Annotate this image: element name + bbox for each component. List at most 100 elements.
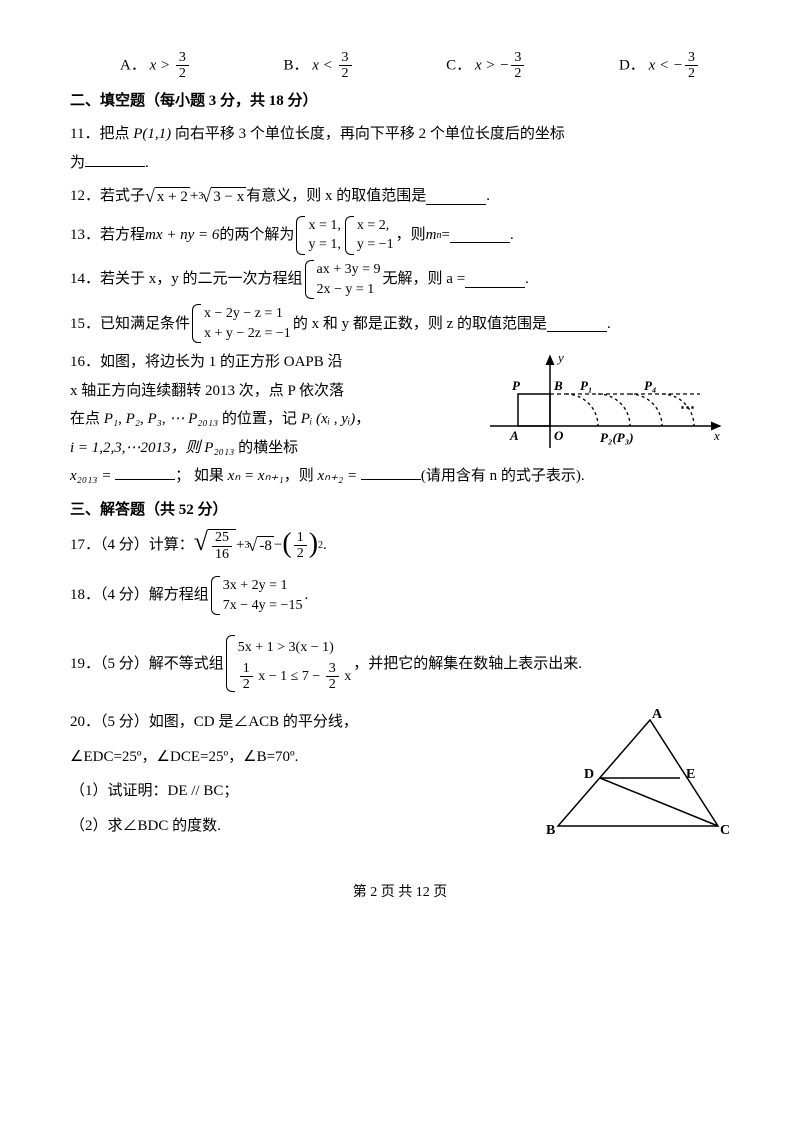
choice-d-label: D． xyxy=(619,57,645,73)
q17-end: . xyxy=(323,531,327,560)
fig16-B: B xyxy=(553,378,563,393)
q13-sol1: x = 1,y = 1, xyxy=(296,216,340,255)
q18-pre: 18．（4 分）解方程组 xyxy=(70,581,209,610)
choice-d-frac: 32 xyxy=(685,50,698,82)
choice-a-frac: 32 xyxy=(176,50,189,82)
q18-brace: 3x + 2y = 17x − 4y = −15 xyxy=(211,576,303,615)
q13-eq: mx + ny = 6 xyxy=(145,221,219,250)
q11-line2: 为 xyxy=(70,155,85,171)
q11-blank xyxy=(85,151,145,167)
fig16: y x P B P₁ P₄ ⋯ A O P₂(P₃) xyxy=(480,348,730,458)
q16-l5b: ； 如果 xyxy=(175,468,228,484)
q14-mid: 无解，则 a = xyxy=(383,265,466,294)
q12: 12．若式子 √x + 2 + 3√3 − x 有意义，则 x 的取值范围是. xyxy=(70,182,730,211)
fig20-svg: A D E B C xyxy=(540,708,730,838)
q16-l2: x 轴正方向连续翻转 2013 次，点 P 依次落 xyxy=(70,383,344,399)
q17-plus: + xyxy=(236,531,244,560)
q16-blank1 xyxy=(115,464,175,480)
lparen-icon: ( xyxy=(282,530,291,558)
fig16-P2P3: P₂(P₃) xyxy=(600,430,634,445)
q17: 17．（4 分）计算： √2516 + 3√-8 − (12)2 . xyxy=(70,529,730,562)
fig16-P1: P₁ xyxy=(580,378,592,393)
q20: A D E B C 20．（5 分）如图，CD 是∠ACB 的平分线， ∠EDC… xyxy=(70,708,730,840)
choice-c-label: C． xyxy=(446,57,471,73)
q19-brace: 5x + 1 > 3(x − 1) 12 x − 1 ≤ 7 − 32 x xyxy=(226,635,351,692)
choice-d: D． x < −32 xyxy=(619,50,700,82)
q15-brace: x − 2y − z = 1x + y − 2z = −1 xyxy=(192,304,291,343)
choice-row: A． x > 32 B． x < 32 C． x > −32 D． x < −3… xyxy=(70,50,730,82)
q16-cond: xₙ = xₙ₊₁ xyxy=(228,468,284,484)
q14-pre: 14．若关于 x，y 的二元一次方程组 xyxy=(70,265,303,294)
choice-b-frac: 32 xyxy=(339,50,352,82)
q19-r2: 12 x − 1 ≤ 7 − 32 x xyxy=(238,661,351,693)
fig20-C: C xyxy=(720,823,730,838)
q13-sol2: x = 2,y = −1 xyxy=(345,216,394,255)
q13-end: . xyxy=(510,221,514,250)
q12-sqrt2: 3√3 − x xyxy=(198,187,246,206)
q12-plus: + xyxy=(190,182,198,211)
q15-blank xyxy=(547,316,607,332)
q13-pre: 13．若方程 xyxy=(70,221,145,250)
q11-end: . xyxy=(145,155,149,171)
q14-blank xyxy=(465,272,525,288)
q13-blank xyxy=(450,227,510,243)
q12-end: . xyxy=(486,182,490,211)
q11-pre: 11．把点 xyxy=(70,126,133,142)
q14-brace: ax + 3y = 92x − y = 1 xyxy=(305,260,381,299)
fig16-O: O xyxy=(554,428,564,443)
q17-minus: − xyxy=(274,531,282,560)
q16-l5a: x₂₀₁₃ = xyxy=(70,468,115,484)
choice-c-frac: 32 xyxy=(511,50,524,82)
q15-pre: 15．已知满足条件 xyxy=(70,310,190,339)
fig20-D: D xyxy=(584,767,594,782)
q19-pre: 19．（5 分）解不等式组 xyxy=(70,650,224,679)
q16-l3b: 的位置，记 xyxy=(218,411,301,427)
q16-l4a: i = 1,2,3,⋯2013，则 xyxy=(70,440,204,456)
page-footer: 第 2 页 共 12 页 xyxy=(70,880,730,907)
choice-a-prefix: x > xyxy=(150,57,174,73)
choice-a: A． x > 32 xyxy=(120,50,191,82)
q15: 15．已知满足条件 x − 2y − z = 1x + y − 2z = −1 … xyxy=(70,304,730,343)
fig20-B: B xyxy=(546,823,555,838)
choice-b: B． x < 32 xyxy=(284,50,354,82)
q16-l3a: 在点 xyxy=(70,411,104,427)
q18: 18．（4 分）解方程组 3x + 2y = 17x − 4y = −15 . xyxy=(70,576,730,615)
fig16-y: y xyxy=(556,350,564,365)
q16-xn2: xₙ₊₂ = xyxy=(317,468,360,484)
q16-l5d: (请用含有 n 的式子表示). xyxy=(421,468,585,484)
section2-title: 二、填空题（每小题 3 分，共 18 分） xyxy=(70,87,730,116)
q11-pt: P(1,1) xyxy=(133,126,171,142)
q12-sqrt1: √x + 2 xyxy=(145,187,190,206)
q13-eqs: = xyxy=(442,221,450,250)
q17-sqrt: √2516 xyxy=(194,529,236,562)
q16-l1: 16．如图，将边长为 1 的正方形 OAPB 沿 xyxy=(70,354,343,370)
choice-d-prefix: x < − xyxy=(649,57,683,73)
fig16-P4: P₄ xyxy=(644,378,656,393)
fig16-x: x xyxy=(713,428,720,443)
choice-b-prefix: x < xyxy=(312,57,336,73)
q16-p2013: P₂₀₁₃ xyxy=(204,440,234,456)
q18-end: . xyxy=(304,581,308,610)
q15-end: . xyxy=(607,310,611,339)
q12-mid: 有意义，则 x 的取值范围是 xyxy=(246,182,426,211)
fig16-svg: y x P B P₁ P₄ ⋯ A O P₂(P₃) xyxy=(480,348,730,458)
q15-mid: 的 x 和 y 都是正数，则 z 的取值范围是 xyxy=(293,310,547,339)
q17-pfrac: 12 xyxy=(294,530,307,562)
fig20: A D E B C xyxy=(540,708,730,838)
choice-c-prefix: x > − xyxy=(475,57,509,73)
q13: 13．若方程 mx + ny = 6 的两个解为 x = 1,y = 1, x … xyxy=(70,216,730,255)
q16-rec: Pᵢ (xᵢ , yᵢ) xyxy=(301,411,356,427)
q16-l5c: ，则 xyxy=(284,468,318,484)
q12-pre: 12．若式子 xyxy=(70,182,145,211)
rparen-icon: ) xyxy=(309,530,318,558)
q17-pre: 17．（4 分）计算： xyxy=(70,531,194,560)
q14-end: . xyxy=(525,265,529,294)
section3-title: 三、解答题（共 52 分） xyxy=(70,496,730,525)
q13-m: m xyxy=(426,221,437,250)
fig16-dots: ⋯ xyxy=(680,400,695,416)
q17-cbrt: 3√-8 xyxy=(245,536,274,555)
q16-l4b: 的横坐标 xyxy=(234,440,298,456)
q16-seq: P₁, P₂, P₃, ⋯ P₂₀₁₃ xyxy=(104,411,218,427)
q19-post: ，并把它的解集在数轴上表示出来. xyxy=(353,650,582,679)
choice-c: C． x > −32 xyxy=(446,50,526,82)
